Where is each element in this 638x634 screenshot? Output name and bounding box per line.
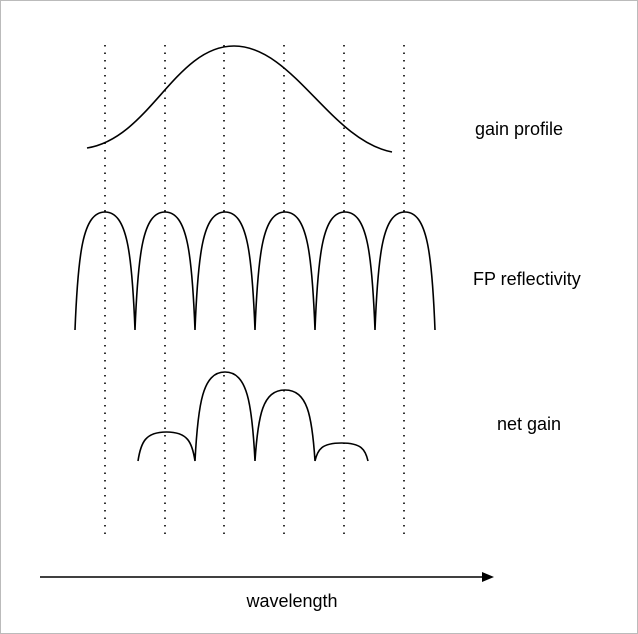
net-gain-curve <box>137 371 369 462</box>
fp-reflectivity-curve <box>74 211 436 331</box>
gain-profile-curve <box>86 45 393 153</box>
label: gain profile <box>475 119 563 139</box>
label: net gain <box>497 414 561 434</box>
label: FP reflectivity <box>473 269 581 289</box>
axis-label: wavelength <box>245 591 337 611</box>
arrow-head <box>482 572 494 582</box>
